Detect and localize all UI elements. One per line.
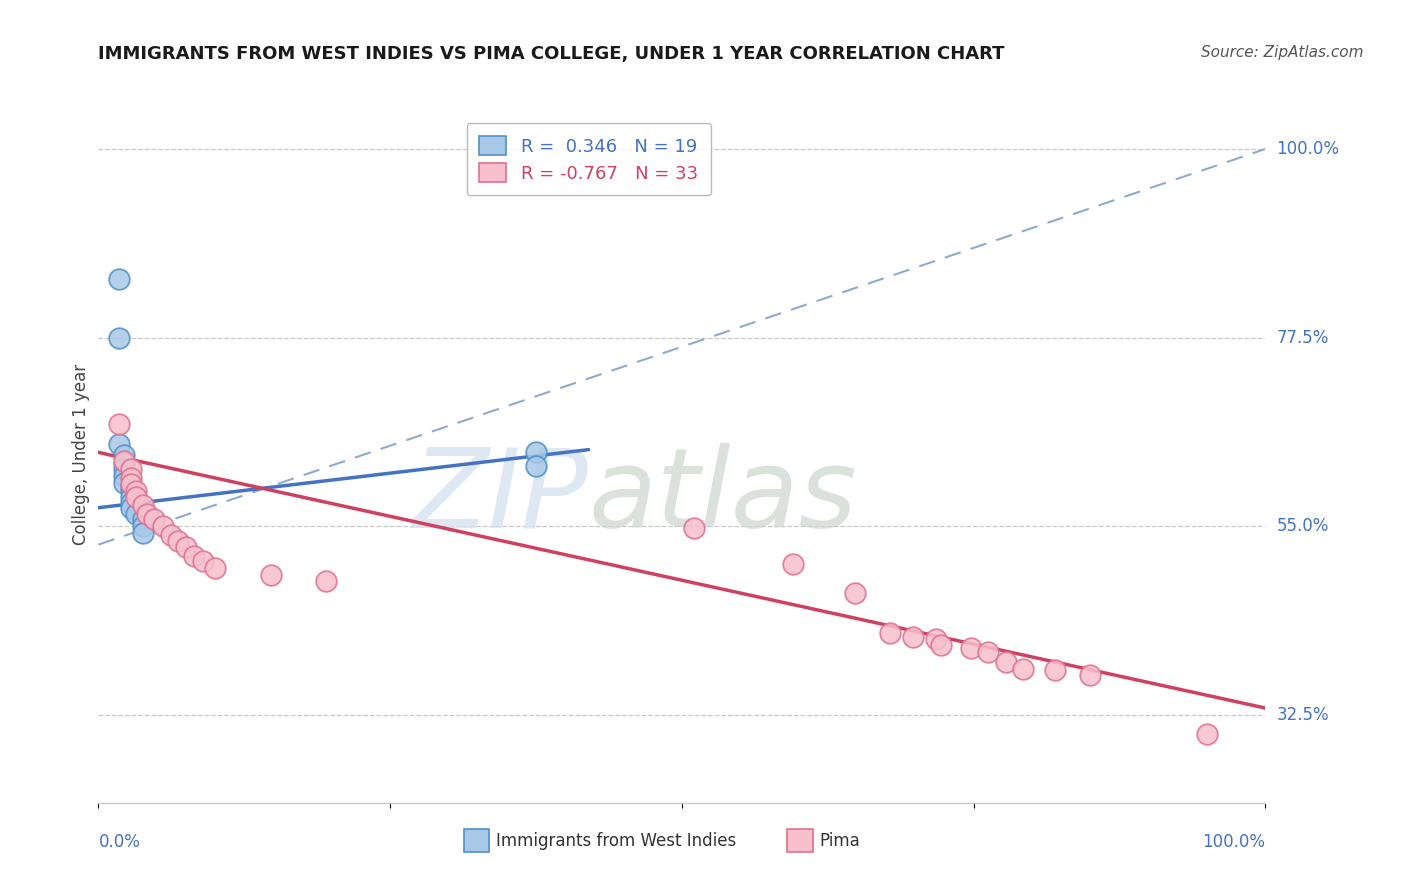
Point <box>260 567 283 582</box>
Point <box>929 638 952 652</box>
Point <box>112 448 135 462</box>
Point <box>120 490 142 504</box>
Point <box>524 458 547 473</box>
Point <box>120 479 142 493</box>
Point <box>315 574 337 588</box>
Point <box>1195 727 1218 741</box>
Point <box>204 561 226 575</box>
Point <box>132 512 155 526</box>
Point <box>132 519 155 533</box>
Point <box>1011 662 1033 676</box>
Legend: R =  0.346   N = 19, R = -0.767   N = 33: R = 0.346 N = 19, R = -0.767 N = 33 <box>467 123 710 195</box>
Point <box>120 483 142 498</box>
Point <box>112 456 135 470</box>
Point <box>183 549 205 563</box>
Point <box>143 512 166 526</box>
Point <box>108 272 131 286</box>
Point <box>1045 664 1067 678</box>
Point <box>108 437 131 451</box>
Point <box>125 483 148 498</box>
Point <box>844 586 866 600</box>
Text: 100.0%: 100.0% <box>1277 140 1340 158</box>
Point <box>1080 668 1102 682</box>
Point <box>976 645 998 659</box>
Y-axis label: College, Under 1 year: College, Under 1 year <box>72 364 90 546</box>
Text: Source: ZipAtlas.com: Source: ZipAtlas.com <box>1201 45 1364 60</box>
Point <box>120 500 142 515</box>
Point <box>132 498 155 512</box>
Point <box>166 534 188 549</box>
Point <box>159 527 181 541</box>
Text: 55.0%: 55.0% <box>1277 517 1329 535</box>
Point <box>125 507 148 521</box>
Point <box>112 462 135 476</box>
Text: ZIP: ZIP <box>413 443 589 550</box>
Point <box>112 468 135 483</box>
Point <box>925 632 948 647</box>
Point <box>960 640 983 655</box>
Text: atlas: atlas <box>589 443 858 550</box>
Point <box>125 490 148 504</box>
Point <box>879 626 901 640</box>
Point <box>120 470 142 484</box>
Text: Pima: Pima <box>820 831 860 849</box>
Text: 100.0%: 100.0% <box>1202 833 1265 851</box>
Point <box>112 475 135 490</box>
Point <box>682 521 704 535</box>
Text: Immigrants from West Indies: Immigrants from West Indies <box>496 831 737 849</box>
Text: IMMIGRANTS FROM WEST INDIES VS PIMA COLLEGE, UNDER 1 YEAR CORRELATION CHART: IMMIGRANTS FROM WEST INDIES VS PIMA COLL… <box>98 45 1005 62</box>
Point <box>120 462 142 476</box>
Point <box>120 477 142 491</box>
Text: 0.0%: 0.0% <box>98 833 141 851</box>
Point <box>132 525 155 540</box>
Point <box>524 445 547 459</box>
Point <box>174 540 197 554</box>
Point <box>901 630 924 644</box>
Point <box>108 417 131 431</box>
Point <box>995 655 1018 669</box>
Point <box>112 454 135 468</box>
Point <box>120 496 142 510</box>
Point <box>193 554 215 568</box>
Point <box>152 519 174 533</box>
Text: 32.5%: 32.5% <box>1277 706 1329 723</box>
Point <box>782 557 804 571</box>
Point <box>108 330 131 344</box>
Point <box>136 507 159 521</box>
Text: 77.5%: 77.5% <box>1277 328 1329 347</box>
